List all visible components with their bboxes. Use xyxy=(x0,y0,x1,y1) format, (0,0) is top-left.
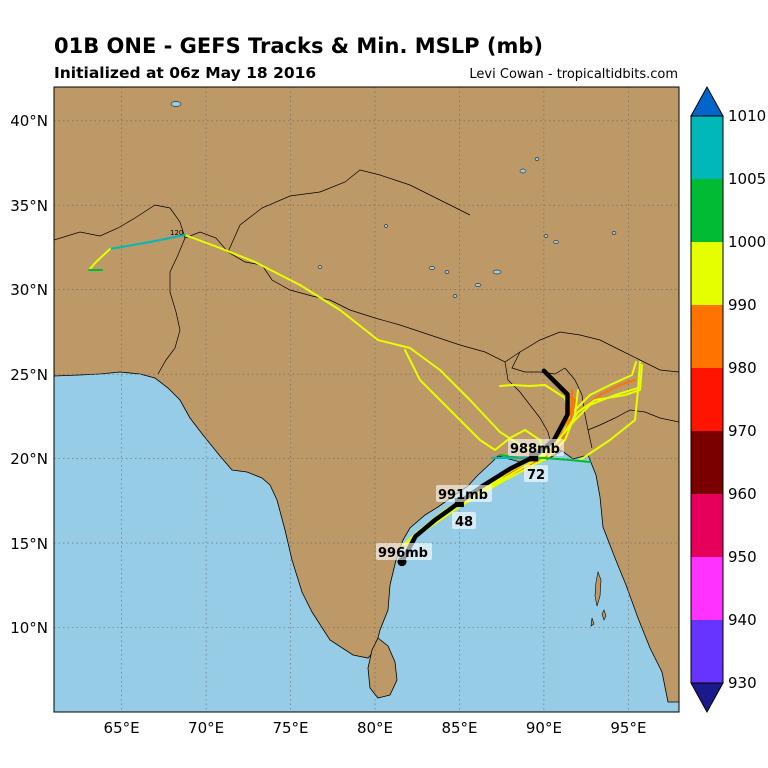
lon-tick-95: 95°E xyxy=(610,719,646,737)
map-title: 01B ONE - GEFS Tracks & Min. MSLP (mb) xyxy=(54,34,543,58)
lon-tick-75: 75°E xyxy=(272,719,308,737)
lat-tick-30: 30°N xyxy=(10,281,48,299)
colorbar-bottom-arrow xyxy=(690,682,724,714)
colorbar-seg-930-940 xyxy=(691,620,723,683)
map-frame xyxy=(53,86,680,713)
land-mass xyxy=(54,87,679,703)
lon-tick-80: 80°E xyxy=(357,719,393,737)
pressure-label-1-text: 996mb xyxy=(378,546,428,561)
colorbar-label-1000: 1000 xyxy=(728,233,766,251)
pressure-label-2: 991mb xyxy=(436,485,492,503)
pressure-label-2-text: 991mb xyxy=(438,488,488,503)
lat-tick-40: 40°N xyxy=(10,112,48,130)
lon-tick-70: 70°E xyxy=(188,719,224,737)
colorbar-seg-970-980 xyxy=(691,368,723,431)
colorbar-frame xyxy=(690,115,724,684)
colorbar-seg-1005-1010 xyxy=(691,116,723,179)
pressure-labels: 996mb 991mb 988mb 48 72 xyxy=(376,439,564,561)
colorbar-label-980: 980 xyxy=(728,359,757,377)
colorbar-label-940: 940 xyxy=(728,611,757,629)
mean-track-72h-marker xyxy=(529,452,539,462)
hour-label-72: 72 xyxy=(524,465,548,483)
credit-text: Levi Cowan - tropicaltidbits.com xyxy=(469,67,678,82)
ensemble-track-11 xyxy=(404,349,546,546)
ensemble-track-outlier-yellow xyxy=(88,248,111,271)
colorbar-label-960: 960 xyxy=(728,485,757,503)
ensemble-track-outlier xyxy=(184,234,546,459)
lat-tick-10: 10°N xyxy=(10,619,48,637)
lon-tick-85: 85°E xyxy=(441,719,477,737)
andaman-islands xyxy=(590,570,607,627)
colorbar-seg-950-960 xyxy=(691,494,723,557)
lat-tick-labels: 10°N 15°N 20°N 25°N 30°N 35°N 40°N xyxy=(10,112,48,637)
colorbar-seg-980-990 xyxy=(691,305,723,368)
lat-tick-20: 20°N xyxy=(10,450,48,468)
country-borders xyxy=(54,169,679,452)
lon-tick-65: 65°E xyxy=(104,719,140,737)
map-area: 120 996mb 991mb 988mb 48 72 xyxy=(54,87,679,712)
ensemble-track-8 xyxy=(579,361,641,461)
graticule xyxy=(54,87,679,712)
colorbar-seg-1000-1005 xyxy=(691,179,723,242)
colorbar-label-950: 950 xyxy=(728,548,757,566)
map-subtitle: Initialized at 06z May 18 2016 xyxy=(54,64,317,82)
pressure-label-3: 988mb xyxy=(508,439,564,457)
colorbar-seg-960-970 xyxy=(691,431,723,494)
colorbar-seg-990-1000 xyxy=(691,242,723,305)
colorbar-label-1005: 1005 xyxy=(728,170,766,188)
lat-tick-35: 35°N xyxy=(10,197,48,215)
lakes xyxy=(170,101,617,298)
mean-track xyxy=(399,368,570,564)
colorbar-seg-940-950 xyxy=(691,557,723,620)
colorbar: 1010 1005 1000 990 980 970 960 950 940 9… xyxy=(690,85,766,714)
ensemble-track-10 xyxy=(499,384,546,387)
ensemble-track-outlier-tail xyxy=(109,234,186,250)
hour-label-48-text: 48 xyxy=(455,515,473,530)
mean-track-48h-marker xyxy=(454,498,464,508)
small-hour-labels: 120 xyxy=(170,229,183,237)
colorbar-label-970: 970 xyxy=(728,422,757,440)
lon-tick-labels: 65°E 70°E 75°E 80°E 85°E 90°E 95°E xyxy=(104,719,647,737)
colorbar-label-930: 930 xyxy=(728,674,757,692)
lat-tick-15: 15°N xyxy=(10,535,48,553)
lat-tick-25: 25°N xyxy=(10,366,48,384)
sri-lanka xyxy=(367,637,398,699)
colorbar-label-1010: 1010 xyxy=(728,107,766,125)
hour-label-72-text: 72 xyxy=(527,468,545,483)
colorbar-label-990: 990 xyxy=(728,296,757,314)
hour-label-48: 48 xyxy=(452,512,476,530)
lon-tick-90: 90°E xyxy=(526,719,562,737)
pressure-label-3-text: 988mb xyxy=(510,442,560,457)
ensemble-track-9 xyxy=(574,361,637,411)
outlier-hour-label: 120 xyxy=(170,229,183,237)
colorbar-top-arrow xyxy=(690,85,724,117)
pressure-label-1: 996mb xyxy=(376,543,432,561)
